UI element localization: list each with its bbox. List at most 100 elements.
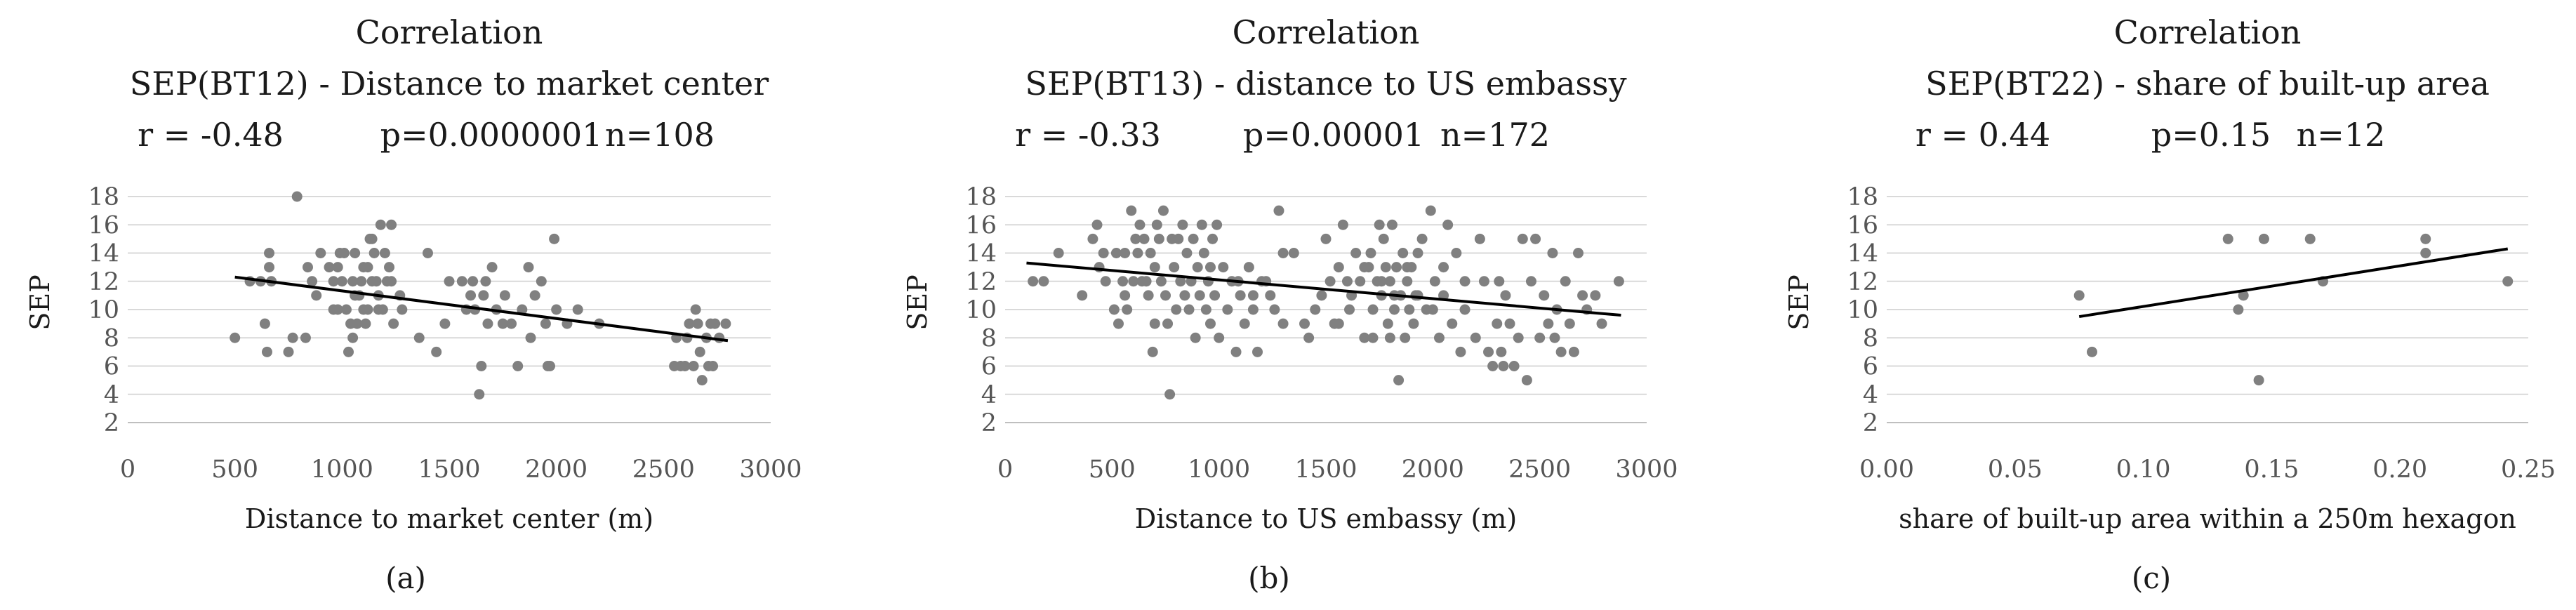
- data-point: [1367, 304, 1379, 315]
- data-point: [1160, 290, 1171, 301]
- data-point: [1181, 248, 1193, 258]
- data-point: [512, 361, 524, 371]
- data-point: [1038, 276, 1049, 287]
- data-point: [1344, 304, 1355, 315]
- data-point: [1487, 361, 1499, 371]
- data-point: [332, 262, 343, 273]
- data-point: [338, 248, 350, 258]
- y-tick-label: 16: [88, 211, 119, 239]
- data-point: [358, 262, 369, 273]
- x-tick-label: 0.00: [1859, 456, 1914, 484]
- x-tick-label: 500: [211, 456, 258, 484]
- data-point: [300, 332, 311, 343]
- data-point: [1382, 318, 1393, 329]
- y-tick-label: 8: [981, 324, 997, 352]
- data-point: [2258, 233, 2269, 244]
- stat-n: n=172: [1440, 116, 1550, 154]
- chart-title: Correlation: [356, 13, 543, 51]
- x-tick-label: 1500: [1294, 456, 1357, 484]
- data-point: [480, 276, 491, 287]
- x-tick-label: 0.05: [1988, 456, 2043, 484]
- y-tick-label: 10: [1847, 296, 1878, 324]
- data-point: [386, 276, 397, 287]
- data-point: [2222, 233, 2233, 244]
- data-point: [1122, 304, 1133, 315]
- data-point: [1455, 346, 1466, 357]
- data-point: [467, 276, 479, 287]
- data-point: [1333, 318, 1344, 329]
- chart-subtitle: SEP(BT22) - share of built-up area: [1925, 65, 2490, 102]
- data-point: [444, 276, 455, 287]
- data-point: [1568, 346, 1579, 357]
- data-point: [1173, 233, 1184, 244]
- data-point: [1359, 332, 1370, 343]
- x-axis-label: Distance to market center (m): [245, 503, 653, 534]
- x-axis-label: share of built-up area within a 250m hex…: [1899, 503, 2516, 534]
- data-point: [307, 276, 318, 287]
- data-point: [684, 318, 695, 329]
- data-point: [1277, 318, 1289, 329]
- data-point: [352, 318, 363, 329]
- data-point: [1573, 248, 1584, 258]
- data-point: [1196, 219, 1207, 230]
- stat-r: r = -0.33: [1015, 116, 1161, 154]
- data-point: [1149, 262, 1160, 273]
- data-point: [1492, 318, 1503, 329]
- data-point: [1590, 290, 1601, 301]
- data-point: [549, 233, 560, 244]
- x-tick-label: 3000: [739, 456, 802, 484]
- data-point: [1494, 276, 1505, 287]
- data-point: [1525, 276, 1536, 287]
- data-point: [347, 276, 359, 287]
- data-point: [1169, 262, 1180, 273]
- data-point: [1113, 318, 1124, 329]
- data-point: [388, 318, 399, 329]
- chart-title: Correlation: [1233, 13, 1420, 51]
- data-point: [366, 233, 378, 244]
- data-point: [1374, 219, 1385, 230]
- data-point: [476, 361, 487, 371]
- data-point: [1496, 346, 1507, 357]
- data-point: [2420, 233, 2431, 244]
- data-point: [1303, 332, 1315, 343]
- y-axis-label: SEP: [1784, 274, 1814, 330]
- data-point: [431, 346, 442, 357]
- data-point: [1404, 304, 1415, 315]
- y-tick-label: 6: [981, 353, 997, 381]
- data-point: [1110, 248, 1122, 258]
- data-point: [1534, 332, 1546, 343]
- data-point: [1376, 276, 1387, 287]
- data-point: [540, 318, 551, 329]
- data-point: [1179, 290, 1190, 301]
- y-tick-label: 8: [104, 324, 119, 352]
- data-point: [1147, 346, 1158, 357]
- data-point: [506, 318, 517, 329]
- data-point: [1120, 290, 1131, 301]
- y-tick-label: 14: [1847, 240, 1878, 268]
- data-point: [1175, 276, 1186, 287]
- data-point: [1459, 304, 1470, 315]
- y-tick-label: 12: [965, 268, 997, 296]
- data-point: [315, 248, 326, 258]
- data-point: [1053, 248, 1064, 258]
- data-point: [1402, 262, 1413, 273]
- panel-label: (c): [2132, 561, 2171, 595]
- y-tick-label: 18: [1847, 183, 1878, 211]
- data-point: [1384, 332, 1395, 343]
- data-point: [2086, 346, 2097, 357]
- y-tick-label: 12: [1847, 268, 1878, 296]
- y-tick-label: 16: [965, 211, 997, 239]
- data-point: [1157, 205, 1169, 216]
- data-point: [1402, 276, 1413, 287]
- data-point: [1470, 332, 1481, 343]
- data-point: [328, 304, 339, 315]
- y-tick-label: 12: [88, 268, 119, 296]
- data-point: [230, 332, 241, 343]
- data-point: [536, 276, 547, 287]
- data-point: [572, 304, 583, 315]
- data-point: [694, 346, 705, 357]
- stat-n: n=12: [2297, 116, 2386, 154]
- data-point: [688, 361, 699, 371]
- data-point: [529, 290, 540, 301]
- data-point: [1200, 304, 1211, 315]
